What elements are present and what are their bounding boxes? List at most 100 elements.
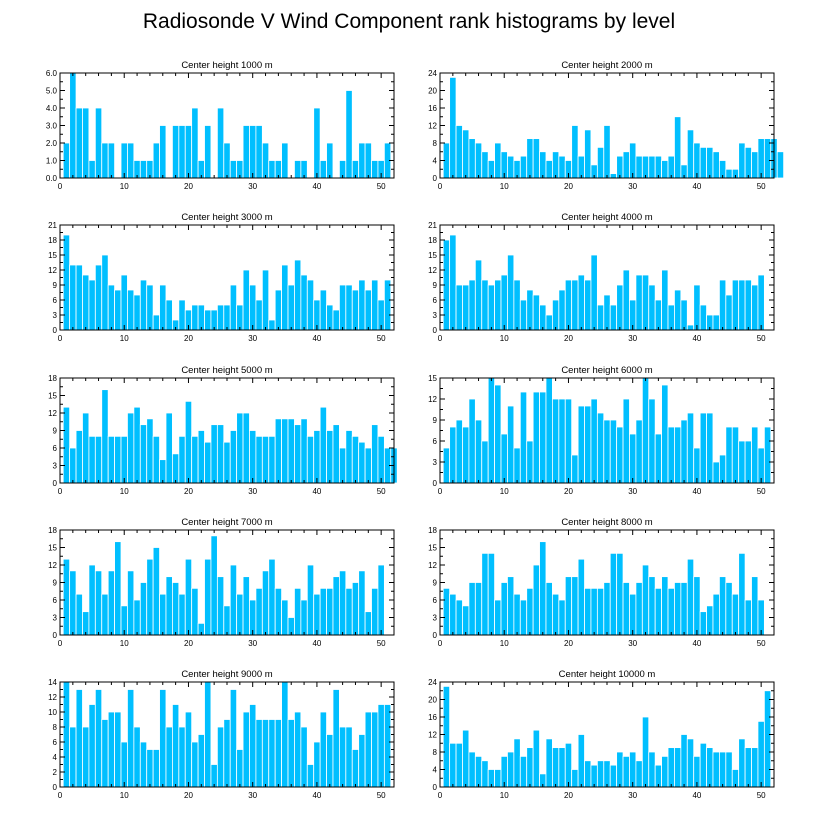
histogram-bar — [101, 719, 109, 788]
histogram-bar — [590, 587, 598, 636]
histogram-bar — [165, 726, 173, 788]
y-tick-label: 12 — [48, 266, 57, 275]
histogram-bar — [172, 582, 180, 636]
histogram-bar — [326, 587, 334, 636]
y-tick-label: 15 — [428, 251, 437, 260]
histogram-bar — [261, 269, 270, 331]
histogram-bar — [757, 720, 765, 788]
histogram-bar — [249, 125, 257, 179]
histogram-bar — [75, 107, 83, 179]
y-tick-label: 18 — [428, 236, 437, 245]
histogram-bar — [622, 151, 630, 179]
y-tick-label: 0 — [53, 631, 58, 640]
histogram-bar — [661, 160, 669, 179]
x-tick-label: 30 — [628, 334, 637, 343]
histogram-bar — [294, 160, 302, 179]
y-tick-label: 15 — [48, 544, 57, 553]
histogram-bar — [507, 751, 515, 788]
histogram-bar — [712, 314, 720, 331]
histogram-bar — [236, 412, 244, 484]
histogram-bar — [184, 400, 193, 484]
histogram-bar — [261, 435, 270, 484]
histogram-bar — [616, 155, 624, 179]
histogram-bar — [326, 734, 334, 788]
x-tick-label: 20 — [184, 791, 193, 800]
histogram-bar — [577, 155, 585, 179]
histogram-bar — [165, 412, 173, 484]
histogram-bar — [564, 576, 573, 636]
histogram-bar — [223, 719, 231, 788]
histogram-bar — [596, 304, 605, 331]
histogram-bar — [545, 738, 553, 788]
histogram-bar — [712, 751, 720, 788]
y-tick-label: 3 — [433, 458, 438, 467]
histogram-bar — [500, 433, 508, 484]
y-tick-label: 9 — [53, 579, 58, 588]
histogram-bar — [519, 155, 528, 179]
histogram-bar — [371, 279, 379, 331]
histogram-bar — [191, 435, 199, 484]
histogram-bar — [719, 454, 727, 484]
histogram-bar — [127, 412, 135, 484]
histogram-bar — [584, 405, 592, 484]
histogram-bar — [281, 599, 289, 636]
histogram-bar — [274, 418, 282, 484]
histogram-bar — [339, 284, 347, 331]
histogram-bar — [152, 435, 160, 484]
histogram-bar — [82, 107, 90, 179]
histogram-bar — [609, 173, 618, 179]
histogram-bar — [616, 552, 624, 636]
histogram-bar — [513, 593, 521, 636]
y-tick-label: 9 — [433, 579, 438, 588]
x-tick-label: 50 — [757, 791, 766, 800]
histogram-bar — [757, 599, 765, 636]
histogram-bar — [731, 593, 740, 636]
x-tick-label: 50 — [757, 487, 766, 496]
histogram-bar — [204, 309, 212, 331]
histogram-bar — [558, 747, 566, 788]
histogram-bar — [178, 726, 186, 788]
histogram-bar — [462, 605, 470, 636]
histogram-bar — [519, 391, 528, 484]
histogram-bar — [462, 284, 470, 331]
histogram-bar — [635, 155, 643, 179]
histogram-bar — [719, 279, 727, 331]
histogram-bar — [648, 751, 656, 788]
histogram-bar — [75, 264, 83, 331]
histogram-bar — [590, 254, 598, 331]
y-tick-label: 0 — [433, 479, 438, 488]
histogram-bar — [216, 304, 225, 331]
y-tick-label: 8 — [433, 748, 438, 757]
x-tick-label: 40 — [692, 182, 701, 191]
histogram-bar — [204, 125, 212, 179]
histogram-bar — [545, 582, 553, 636]
histogram-bar — [751, 576, 759, 636]
histogram-bar — [178, 125, 186, 179]
histogram-bar — [351, 582, 360, 636]
histogram-bar — [69, 726, 77, 788]
histogram-bar — [139, 741, 148, 788]
histogram-bar — [281, 418, 289, 484]
histogram-bar — [686, 129, 695, 179]
histogram-bar — [571, 576, 579, 636]
x-tick-label: 0 — [58, 182, 63, 191]
histogram-bar — [306, 279, 315, 331]
histogram-bar — [667, 304, 675, 331]
histogram-bar — [744, 440, 752, 484]
histogram-bar — [197, 734, 205, 788]
histogram-bar — [712, 593, 720, 636]
histogram-bar — [462, 426, 470, 484]
histogram-bar — [449, 234, 457, 331]
histogram-bar — [699, 611, 707, 636]
histogram-bar — [255, 719, 263, 788]
histogram-bar — [661, 576, 669, 636]
histogram-bar — [667, 587, 675, 636]
histogram-bar — [507, 155, 515, 179]
histogram-bar — [487, 377, 495, 484]
x-tick-label: 40 — [312, 487, 321, 496]
histogram-bar — [210, 764, 218, 788]
histogram-bar — [223, 605, 231, 636]
histogram-bar — [552, 593, 560, 636]
histogram-bar — [364, 289, 372, 331]
histogram-bar — [699, 412, 707, 484]
